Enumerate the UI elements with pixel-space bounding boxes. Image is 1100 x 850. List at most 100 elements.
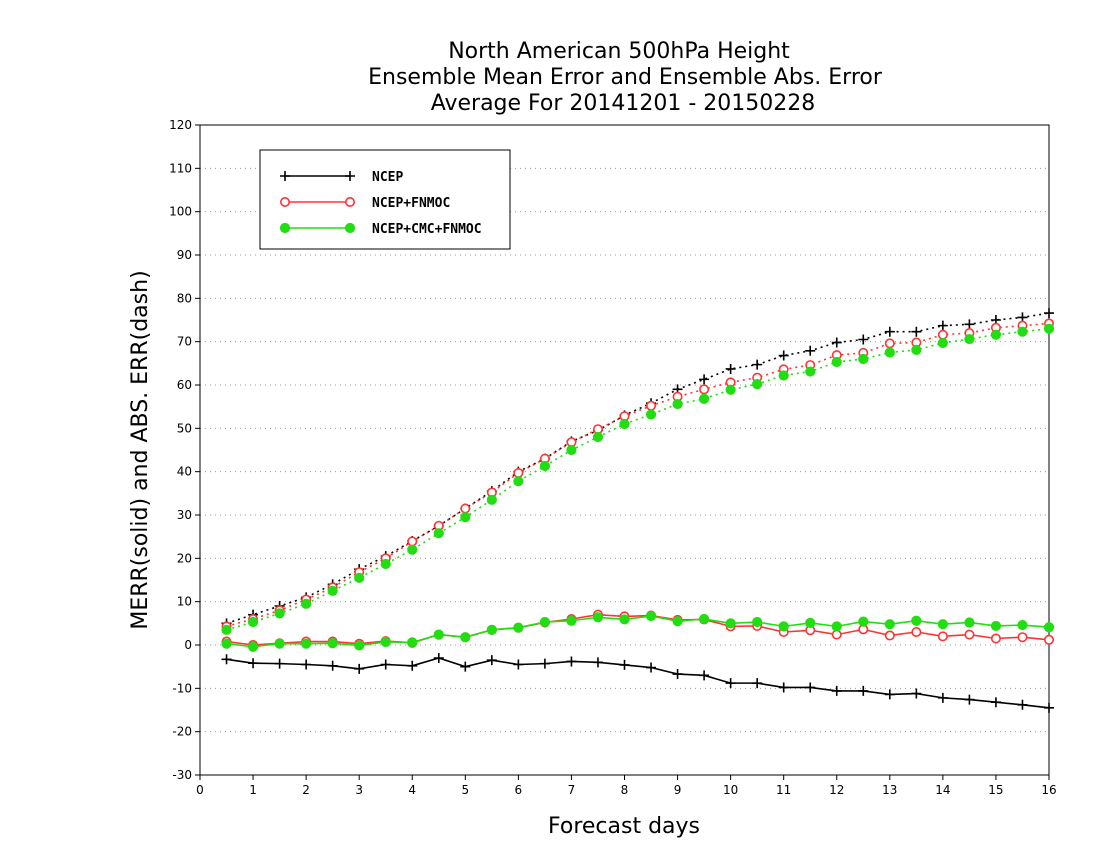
- merr-point: [645, 610, 657, 622]
- abs-err-point: [725, 363, 736, 374]
- merr-point: [1017, 699, 1028, 710]
- abs-err-point: [460, 512, 471, 523]
- merr-line: [226, 657, 1050, 709]
- abs-err-point: [539, 460, 551, 472]
- chart-title-line-3: Average For 20141201 - 20150228: [431, 91, 816, 116]
- abs-err-point: [884, 347, 895, 358]
- x-tick-label: 5: [461, 783, 469, 797]
- merr-point: [221, 638, 232, 649]
- merr-point: [1044, 702, 1054, 713]
- merr-point: [990, 697, 1001, 708]
- series-ncep-cmc-fnmoc: [221, 323, 1055, 652]
- merr-point: [884, 630, 895, 641]
- merr-point: [274, 658, 285, 669]
- x-tick-label: 6: [515, 783, 523, 797]
- merr-point: [460, 632, 471, 643]
- merr-point: [752, 678, 763, 689]
- y-tick-label: 90: [177, 248, 192, 262]
- abs-err-point: [407, 544, 418, 555]
- abs-err-point: [831, 356, 842, 368]
- merr-point: [407, 660, 418, 671]
- chart-title-line-1: North American 500hPa Height: [448, 39, 790, 64]
- merr-point: [248, 658, 259, 669]
- abs-err-point: [699, 384, 710, 395]
- legend-label: NCEP+FNMOC: [372, 196, 450, 211]
- y-tick-label: 70: [177, 335, 192, 349]
- x-tick-label: 8: [621, 783, 629, 797]
- abs-err-point: [672, 398, 683, 410]
- y-tick-label: 50: [177, 421, 192, 435]
- merr-point: [327, 660, 338, 671]
- abs-err-point: [858, 334, 869, 345]
- legend-marker: [345, 171, 355, 181]
- chart-title: North American 500hPa Height Ensemble Me…: [368, 39, 883, 116]
- abs-err-point: [380, 558, 391, 570]
- y-tick-label: 40: [177, 465, 192, 479]
- abs-err-point: [1043, 323, 1055, 334]
- abs-err-point: [1017, 326, 1028, 337]
- merr-point: [699, 670, 710, 681]
- y-tick-label: -30: [172, 768, 192, 782]
- x-tick-label: 15: [988, 783, 1003, 797]
- abs-err-point: [752, 379, 763, 390]
- abs-err-point: [911, 344, 922, 355]
- merr-point: [937, 631, 948, 642]
- merr-point: [858, 616, 869, 627]
- y-tick-label: 120: [169, 118, 192, 132]
- merr-point: [884, 689, 895, 700]
- legend-marker: [279, 197, 290, 208]
- merr-point: [592, 612, 604, 623]
- abs-err-point: [911, 326, 922, 337]
- legend-label: NCEP+CMC+FNMOC: [372, 222, 482, 237]
- merr-point: [301, 659, 312, 670]
- y-axis-ticks: -30 -20 -10 0 10 20 30 40 50 60 70 80 90 100 110 120: [169, 118, 200, 782]
- x-tick-label: 12: [829, 783, 844, 797]
- y-tick-label: -10: [172, 681, 192, 695]
- plot-frame: [199, 124, 1050, 776]
- merr-point: [566, 615, 577, 626]
- series-ncep-fnmoc: [221, 318, 1055, 650]
- x-tick-label: 1: [249, 783, 257, 797]
- abs-err-point: [274, 608, 285, 619]
- abs-err-point: [699, 374, 710, 385]
- abs-err-point: [725, 384, 736, 395]
- merr-point: [990, 633, 1001, 644]
- abs-err-point: [513, 476, 524, 487]
- merr-point: [778, 682, 789, 693]
- abs-err-point: [1044, 308, 1054, 319]
- x-tick-label: 10: [723, 783, 738, 797]
- merr-point: [1017, 619, 1028, 631]
- y-tick-label: 80: [177, 291, 192, 305]
- abs-err-point: [805, 366, 816, 377]
- legend-marker: [344, 222, 356, 234]
- merr-point: [778, 621, 789, 632]
- abs-err-point: [221, 624, 232, 635]
- x-tick-label: 9: [674, 783, 682, 797]
- x-tick-label: 13: [882, 783, 897, 797]
- merr-point: [831, 629, 842, 640]
- merr-point: [619, 614, 630, 625]
- x-tick-label: 14: [935, 783, 950, 797]
- abs-err-point: [884, 338, 895, 349]
- merr-point: [354, 640, 365, 651]
- abs-err-point: [805, 345, 816, 356]
- abs-err-line: [226, 322, 1050, 628]
- merr-line: [226, 613, 1050, 646]
- merr-point: [539, 616, 551, 628]
- abs-err-point: [990, 329, 1002, 340]
- merr-point: [725, 678, 736, 689]
- abs-err-point: [964, 333, 975, 345]
- merr-point: [247, 641, 259, 652]
- abs-err-point: [778, 350, 789, 361]
- merr-point: [937, 619, 948, 630]
- merr-point: [831, 621, 842, 632]
- merr-point: [990, 620, 1002, 632]
- merr-point: [221, 654, 232, 665]
- merr-point: [301, 638, 312, 649]
- abs-err-point: [566, 444, 577, 456]
- merr-point: [884, 619, 895, 630]
- abs-err-point: [778, 370, 789, 381]
- merr-point: [698, 613, 710, 625]
- merr-point: [858, 685, 869, 696]
